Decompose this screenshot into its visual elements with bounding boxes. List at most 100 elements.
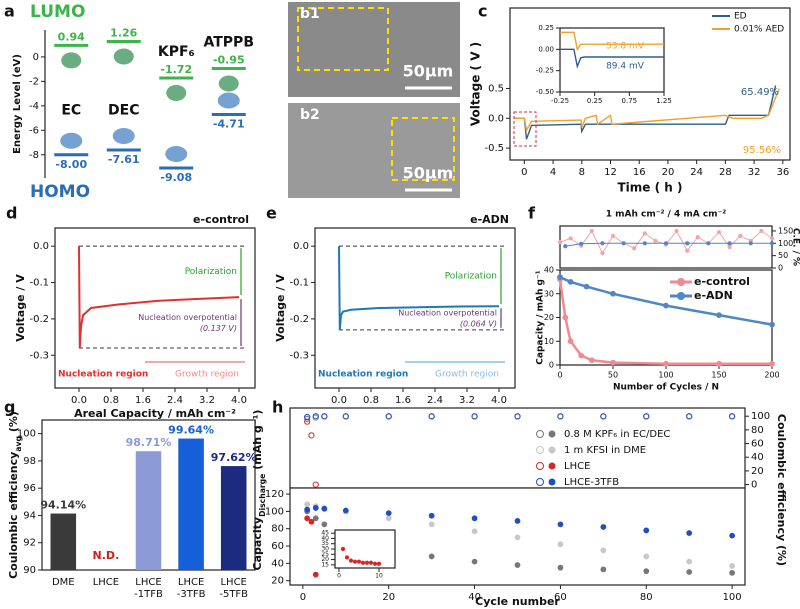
line-marker <box>579 241 584 246</box>
y-tick-label: -0.25 <box>536 67 554 75</box>
y-tick-label: 150 <box>778 226 793 235</box>
orbital-icon <box>113 48 134 65</box>
plot-frame <box>559 225 773 269</box>
panel-label: g <box>4 398 15 417</box>
legend-swatch <box>677 278 685 286</box>
x-tick-label: 0.0 <box>71 395 87 406</box>
y-tick-label: 80 <box>271 524 284 535</box>
lumo-label: -0.95 <box>213 54 245 67</box>
label-part: avg <box>14 436 23 452</box>
legend-swatch <box>536 430 544 438</box>
y-tick-label: 0.0 <box>33 241 49 252</box>
y-tick-label: -0.50 <box>536 88 554 96</box>
x-tick-label: 3.2 <box>459 395 475 406</box>
data-point <box>304 501 311 508</box>
y-tick-label: 40 <box>751 452 764 463</box>
data-point <box>686 558 693 565</box>
data-point <box>686 530 693 536</box>
data-point <box>643 553 650 560</box>
y-tick-label: 60 <box>751 439 764 450</box>
y-tick-label: 10 <box>544 337 554 346</box>
legend-label: 1 m KFSI in DME <box>564 445 646 456</box>
chart-title: e-ADN <box>470 213 509 226</box>
y-tick-label: 90 <box>23 565 36 576</box>
annotation: Nucleation overpotential <box>138 313 237 322</box>
x-tick-label: 50 <box>608 371 618 380</box>
x-tick-label: 32 <box>748 167 761 178</box>
line-marker <box>632 246 637 251</box>
plot-frame <box>559 27 665 93</box>
data-point <box>312 413 319 420</box>
legend-swatch <box>536 446 544 454</box>
x-tick-label: 28 <box>719 167 732 178</box>
y-axis-label: Coulombic efficiencyavg (%) <box>7 411 23 579</box>
data-point <box>368 560 374 565</box>
annotation: (0.137 V) <box>200 324 237 333</box>
x-tick-label: 0 <box>521 167 527 178</box>
x-tick-label: 200 <box>764 371 779 380</box>
scale-bar-label: 50μm <box>403 164 454 183</box>
line-marker <box>568 236 573 241</box>
y-tick-label: 100 <box>265 506 284 517</box>
data-point <box>729 569 736 576</box>
y-axis-label: Energy Level (eV) <box>12 54 23 154</box>
annotation: 65.49% <box>741 87 779 98</box>
molecule-name: KPF₆ <box>158 44 195 60</box>
y-tick-label: 0.5 <box>488 83 504 94</box>
data-point <box>428 512 435 519</box>
line-marker <box>589 228 594 234</box>
homo-label: -9.08 <box>160 171 192 184</box>
line-marker <box>716 230 722 235</box>
line-marker <box>663 360 669 367</box>
panel-label: e <box>266 204 277 223</box>
x-tick-label: 4.0 <box>231 395 247 406</box>
data-point <box>342 507 349 514</box>
y-tick-label: -0.5 <box>484 143 504 154</box>
data-point <box>729 413 736 420</box>
data-point <box>471 528 478 535</box>
highlight-box <box>391 117 455 181</box>
x-tick-label: 20 <box>662 167 675 178</box>
sem-image <box>288 2 460 97</box>
line-marker <box>706 241 711 246</box>
line-marker <box>685 248 690 253</box>
data-point <box>643 568 650 575</box>
panel-label: h <box>272 398 283 417</box>
lumo-label: 0.94 <box>58 30 85 43</box>
molecule-name: EC <box>61 103 81 119</box>
x-tick-label: 1.6 <box>395 395 411 406</box>
annotation: 89.4 mV <box>606 62 645 72</box>
line-marker <box>583 283 590 290</box>
scale-bar-label: 50μm <box>403 62 454 81</box>
annotation: Growth region <box>175 370 239 380</box>
x-tick-label: 36 <box>776 167 789 178</box>
y-tick-label: 60 <box>271 541 284 552</box>
data-point <box>385 515 392 522</box>
legend-swatch <box>548 446 556 454</box>
x-tick-label: 0.25 <box>587 97 603 105</box>
annotation: Polarization <box>445 272 497 282</box>
y-tick-label: 0.00 <box>538 45 554 53</box>
y-tick-label: 100 <box>751 411 770 422</box>
y-axis-label: Capacity / mAh g⁻¹ <box>536 270 546 364</box>
y-tick-label: -8 <box>29 150 39 161</box>
y-tick-label: 96 <box>23 483 36 494</box>
line-marker <box>748 241 753 246</box>
line-marker <box>716 312 722 319</box>
annotation: (0.064 V) <box>460 320 497 329</box>
panel-label: c <box>478 2 487 21</box>
homo-label: -4.71 <box>213 118 245 131</box>
y-tick-label: 45 <box>321 530 329 537</box>
data-point <box>643 413 650 420</box>
data-point <box>471 515 478 522</box>
y-tick-label: 40 <box>544 266 554 275</box>
line-marker <box>769 241 775 246</box>
line-marker <box>759 228 764 234</box>
x-tick-label: 1.25 <box>656 97 672 105</box>
x-tick-label: 60 <box>554 592 567 603</box>
x-tick-label: 80 <box>640 592 653 603</box>
x-tick-label: 10 <box>375 573 383 580</box>
y-tick-label: 0.0 <box>488 113 504 124</box>
line-marker <box>674 228 679 234</box>
